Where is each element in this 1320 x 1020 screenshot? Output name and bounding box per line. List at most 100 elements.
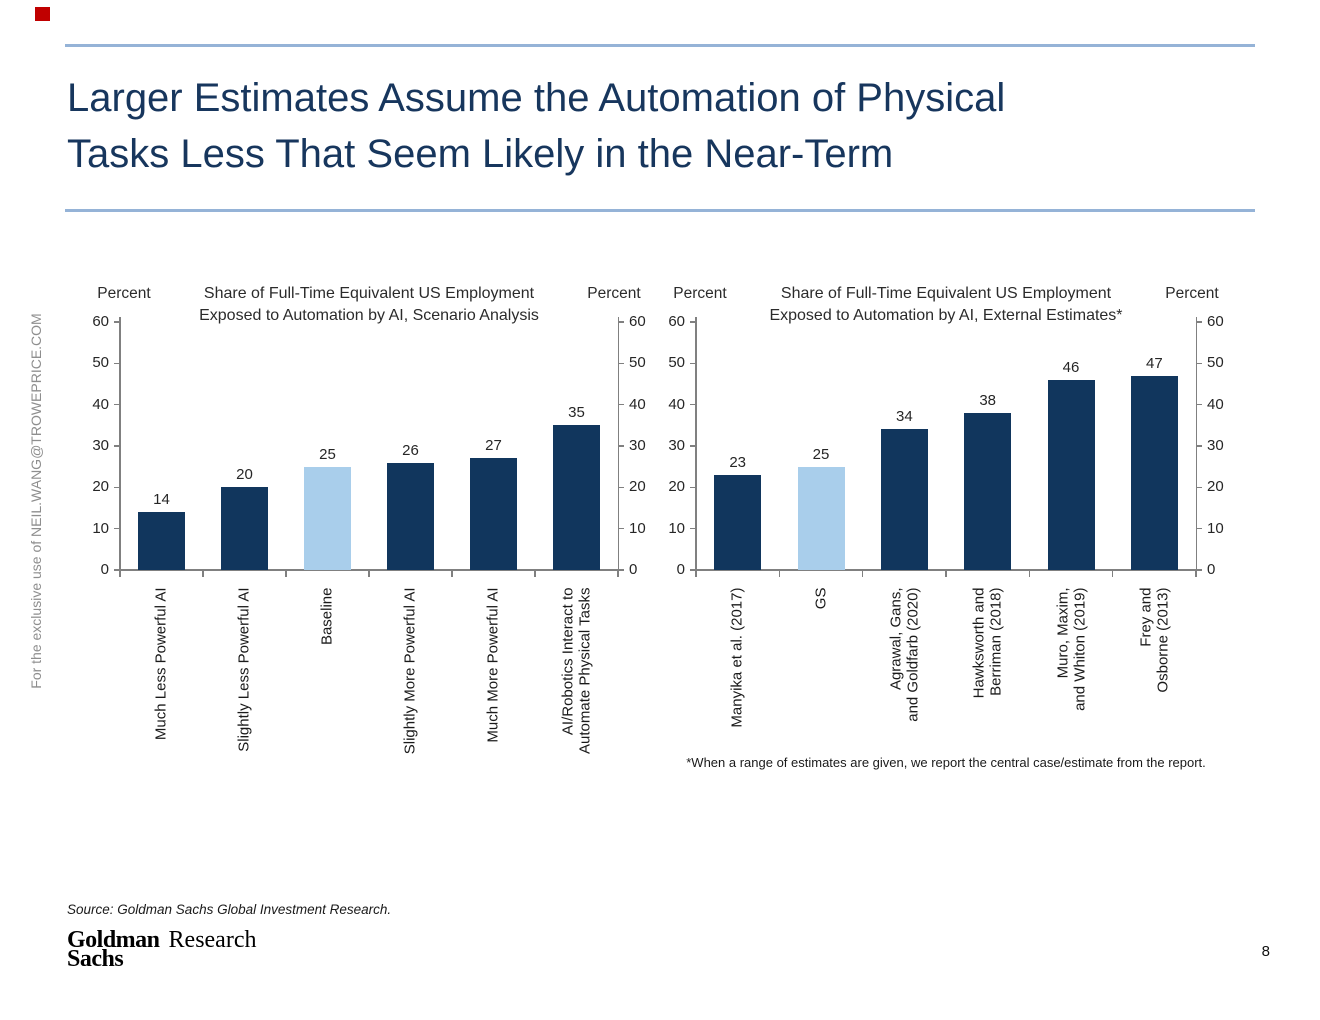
y-tick-right: [618, 486, 624, 489]
y-tick-left: [690, 527, 696, 530]
corner-marker: [35, 7, 50, 21]
y-tick-right: [1196, 445, 1202, 447]
bar: [304, 466, 351, 570]
y-tick-left: [690, 321, 696, 323]
category-label: Hawksworth and Berriman (2018): [970, 587, 1005, 698]
slide-title: Larger Estimates Assume the Automation o…: [67, 70, 1227, 182]
slide-title-line2: Tasks Less That Seem Likely in the Near-…: [67, 132, 894, 176]
category-label: Slightly Less Powerful AI: [235, 587, 253, 752]
bar-value-label: 26: [402, 441, 419, 459]
bar-value-label: 34: [895, 408, 913, 426]
bar: [138, 512, 185, 570]
x-tick: [1028, 570, 1031, 577]
y-axis-unit-right: Percent: [1165, 285, 1219, 302]
y-tick-right: [618, 362, 624, 365]
bar-value-label: 47: [1145, 354, 1163, 372]
chart-footnote: *When a range of estimates are given, we…: [686, 755, 1206, 770]
y-tick-label-right: 50: [1207, 354, 1224, 372]
y-tick-left: [114, 486, 120, 489]
x-tick: [202, 570, 204, 577]
bar-value-label: 23: [729, 453, 746, 471]
y-tick-label-left: 20: [668, 478, 685, 496]
y-axis-unit-left: Percent: [97, 285, 151, 302]
bar-value-label: 14: [153, 491, 170, 509]
bar: [1047, 379, 1095, 570]
bar: [1130, 375, 1178, 570]
y-tick-left: [114, 362, 120, 365]
category-label: Much More Powerful AI: [484, 587, 502, 743]
category-label: Agrawal, Gans, and Goldfarb (2020): [887, 587, 922, 722]
y-tick-label-right: 0: [1207, 561, 1216, 578]
logo-brand: Goldman Sachs: [67, 927, 160, 972]
page-number: 8: [1261, 943, 1270, 960]
y-tick-label-right: 50: [629, 354, 646, 372]
y-tick-label-left: 10: [92, 519, 109, 537]
y-axis-unit-left: Percent: [673, 285, 727, 302]
y-tick-right: [618, 321, 624, 323]
x-tick: [285, 570, 287, 577]
bar-value-label: 25: [319, 445, 336, 463]
y-tick-left: [690, 403, 696, 406]
logo-brand-line1: Goldman: [67, 927, 160, 953]
y-axis-unit-right: Percent: [587, 285, 641, 302]
x-tick: [695, 570, 697, 577]
y-tick-right: [1196, 486, 1202, 489]
goldman-sachs-research-logo: Goldman Sachs Research: [67, 927, 257, 972]
bar: [964, 412, 1012, 570]
category-label: Muro, Maxim, and Whiton (2019): [1054, 587, 1088, 711]
x-tick: [368, 570, 370, 577]
source-note: Source: Goldman Sachs Global Investment …: [67, 902, 392, 917]
y-tick-label-right: 40: [629, 395, 646, 413]
category-label: GS: [812, 587, 829, 609]
y-tick-label-right: 0: [629, 561, 638, 578]
y-tick-label-right: 10: [629, 519, 646, 537]
category-label: Baseline: [318, 587, 336, 645]
y-tick-left: [114, 403, 120, 406]
bar: [553, 425, 600, 570]
y-tick-right: [1196, 362, 1202, 365]
logo-brand-line2: Sachs: [67, 946, 124, 972]
chart-title: Share of Full-Time Equivalent US Employm…: [199, 285, 539, 324]
y-tick-label-right: 30: [629, 437, 646, 454]
y-axis-line-left: [695, 317, 697, 570]
top-divider: [65, 44, 1255, 47]
y-tick-label-left: 20: [92, 478, 109, 496]
y-axis-line-right: [1195, 317, 1197, 570]
y-tick-left: [114, 527, 120, 530]
x-tick: [119, 570, 121, 577]
y-tick-right: [618, 403, 624, 406]
x-tick: [1195, 570, 1197, 577]
y-tick-label-right: 10: [1207, 519, 1224, 537]
title-divider: [65, 209, 1255, 212]
bar-value-label: 27: [485, 437, 502, 455]
bar: [880, 429, 928, 570]
y-tick-label-left: 30: [668, 437, 685, 454]
bar: [387, 462, 434, 570]
y-axis-line-left: [119, 317, 121, 570]
bar: [797, 466, 845, 570]
y-tick-label-left: 50: [668, 354, 685, 372]
y-tick-right: [618, 445, 624, 447]
category-label: AI/Robotics Interact to Automate Physica…: [559, 587, 594, 754]
y-axis-line-right: [617, 317, 619, 570]
y-tick-right: [1196, 321, 1202, 323]
y-tick-left: [690, 486, 696, 489]
y-tick-label-left: 60: [668, 313, 685, 330]
y-tick-label-right: 20: [629, 478, 646, 496]
y-tick-label-right: 60: [629, 313, 646, 330]
logo-division: Research: [168, 927, 257, 953]
x-tick: [451, 570, 453, 577]
y-tick-label-left: 30: [92, 437, 109, 454]
y-tick-right: [618, 527, 624, 530]
y-tick-left: [114, 321, 120, 323]
y-tick-label-right: 30: [1207, 437, 1224, 454]
x-tick: [778, 570, 781, 577]
y-tick-left: [114, 445, 120, 447]
x-tick: [945, 570, 947, 577]
bar-value-label: 25: [812, 445, 830, 463]
category-label: Much Less Powerful AI: [152, 587, 170, 740]
y-tick-left: [690, 445, 696, 447]
category-label: Manyika et al. (2017): [728, 587, 746, 728]
bar-value-label: 20: [236, 466, 253, 484]
